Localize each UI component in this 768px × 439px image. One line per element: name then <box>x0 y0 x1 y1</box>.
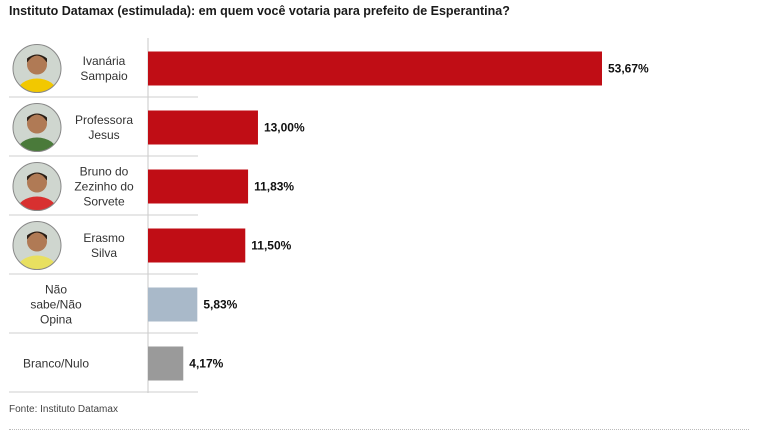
source-note: Fonte: Instituto Datamax <box>9 404 118 415</box>
bar <box>148 228 246 263</box>
value-label: 53,67% <box>608 62 649 76</box>
value-label: 4,17% <box>189 357 223 371</box>
chart-title: Instituto Datamax (estimulada): em quem … <box>9 4 510 18</box>
candidate-photo <box>12 103 62 152</box>
bar <box>148 346 184 381</box>
value-label: 5,83% <box>203 298 237 312</box>
bar <box>148 287 198 322</box>
category-label: Branco/Nulo <box>23 357 89 371</box>
candidate-photo <box>12 221 62 270</box>
bar-chart: Ivanária Sampaio 53,67% Professora Jesus 13,0… <box>9 38 649 393</box>
value-label: 13,00% <box>264 121 305 135</box>
value-label: 11,83% <box>254 180 294 194</box>
candidate-photo <box>12 162 62 211</box>
category-label: Ivanária Sampaio <box>80 54 128 83</box>
category-label: Professora Jesus <box>75 113 133 142</box>
category-label: Erasmo Silva <box>83 231 125 260</box>
bar <box>148 169 249 204</box>
bar <box>148 51 602 86</box>
bar <box>148 110 258 145</box>
category-label: Não sabe/Não Opina <box>30 283 82 327</box>
value-label: 11,50% <box>251 239 291 253</box>
candidate-photo <box>12 44 62 93</box>
bottom-divider <box>9 429 749 430</box>
category-label: Bruno do Zezinho do Sorvete <box>74 165 134 209</box>
